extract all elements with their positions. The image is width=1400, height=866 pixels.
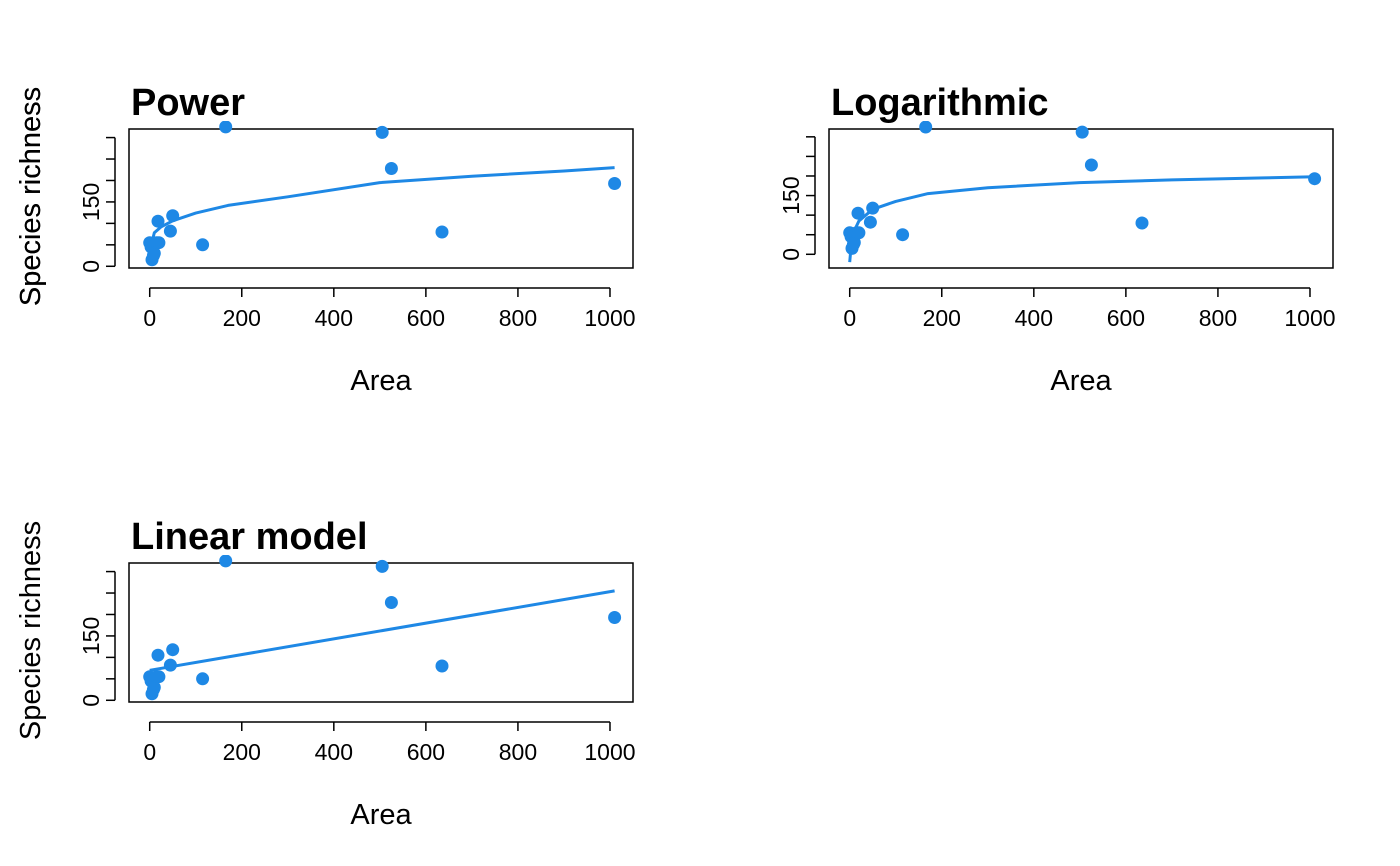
- x-tick-label: 200: [923, 305, 961, 331]
- x-tick-label: 800: [499, 739, 537, 765]
- x-tick-label: 0: [143, 739, 156, 765]
- x-tick-label: 600: [407, 305, 445, 331]
- data-point: [1075, 125, 1089, 139]
- chart-title: Power: [131, 82, 245, 124]
- chart-panel-1: Power 0 200 400 600 800 1000 Area 0 150 Species ri…: [15, 82, 636, 397]
- chart-title: Linear model: [131, 516, 368, 558]
- data-point: [219, 121, 233, 134]
- data-point: [435, 225, 449, 239]
- data-point: [851, 206, 865, 220]
- fit-line: [148, 166, 615, 252]
- data-point: [866, 201, 880, 215]
- x-tick-label: 1000: [584, 305, 635, 331]
- data-point: [384, 596, 398, 609]
- x-tick-label: 800: [499, 305, 537, 331]
- y-axis-label: Species richness: [15, 87, 47, 306]
- y-axis-label: Species richness: [15, 521, 47, 740]
- data-point: [196, 672, 210, 686]
- data-point: [196, 238, 210, 252]
- x-axis-label: Area: [350, 365, 412, 397]
- data-point: [852, 226, 866, 240]
- chart-panel-2: Logarithmic 0 200 400 600 800 1000 Area 0 150 Spec…: [15, 82, 1336, 397]
- x-tick-label: 1000: [584, 739, 635, 765]
- data-point: [151, 648, 165, 662]
- data-point: [1308, 172, 1322, 186]
- y-tick-label: 150: [778, 176, 804, 214]
- x-tick-label: 200: [223, 305, 261, 331]
- data-point: [147, 246, 161, 260]
- data-point: [219, 555, 233, 568]
- y-tick-label: 150: [78, 617, 104, 655]
- x-tick-label: 400: [1015, 305, 1053, 331]
- data-point: [375, 125, 389, 139]
- x-axis-label: Area: [1050, 365, 1112, 397]
- data-point: [1084, 158, 1098, 172]
- data-point: [147, 680, 161, 694]
- x-tick-label: 200: [223, 739, 261, 765]
- data-point: [919, 121, 933, 134]
- fit-line: [848, 175, 1315, 263]
- x-axis-label: Area: [350, 799, 412, 831]
- x-tick-label: 600: [407, 739, 445, 765]
- chart-title: Logarithmic: [831, 82, 1048, 124]
- x-tick-label: 1000: [1284, 305, 1335, 331]
- data-point: [163, 224, 177, 238]
- data-point: [896, 228, 910, 242]
- y-axis-label: Species richness: [15, 87, 47, 306]
- data-point: [435, 659, 449, 673]
- data-point: [152, 236, 166, 250]
- data-point: [151, 214, 165, 228]
- x-tick-label: 800: [1199, 305, 1237, 331]
- y-tick-label: 150: [78, 183, 104, 221]
- data-point: [863, 215, 877, 229]
- x-tick-label: 0: [143, 305, 156, 331]
- data-point: [608, 611, 622, 624]
- y-tick-label: 0: [778, 248, 804, 261]
- data-point: [847, 236, 861, 249]
- data-point: [1135, 216, 1149, 230]
- data-point: [163, 658, 177, 672]
- data-point: [166, 643, 180, 657]
- y-tick-label: 0: [78, 694, 104, 707]
- fit-line: [149, 589, 615, 672]
- data-point: [384, 162, 398, 175]
- data-point: [608, 177, 622, 190]
- x-tick-label: 400: [315, 305, 353, 331]
- data-point: [166, 209, 180, 223]
- x-tick-label: 0: [843, 305, 856, 331]
- chart-panel-3: Linear model 0 200 400 600 800 1000 Area 0 150 Spe…: [15, 516, 636, 831]
- x-tick-label: 600: [1107, 305, 1145, 331]
- y-tick-label: 0: [78, 260, 104, 273]
- x-tick-label: 400: [315, 739, 353, 765]
- data-point: [375, 559, 389, 573]
- data-point: [152, 670, 166, 684]
